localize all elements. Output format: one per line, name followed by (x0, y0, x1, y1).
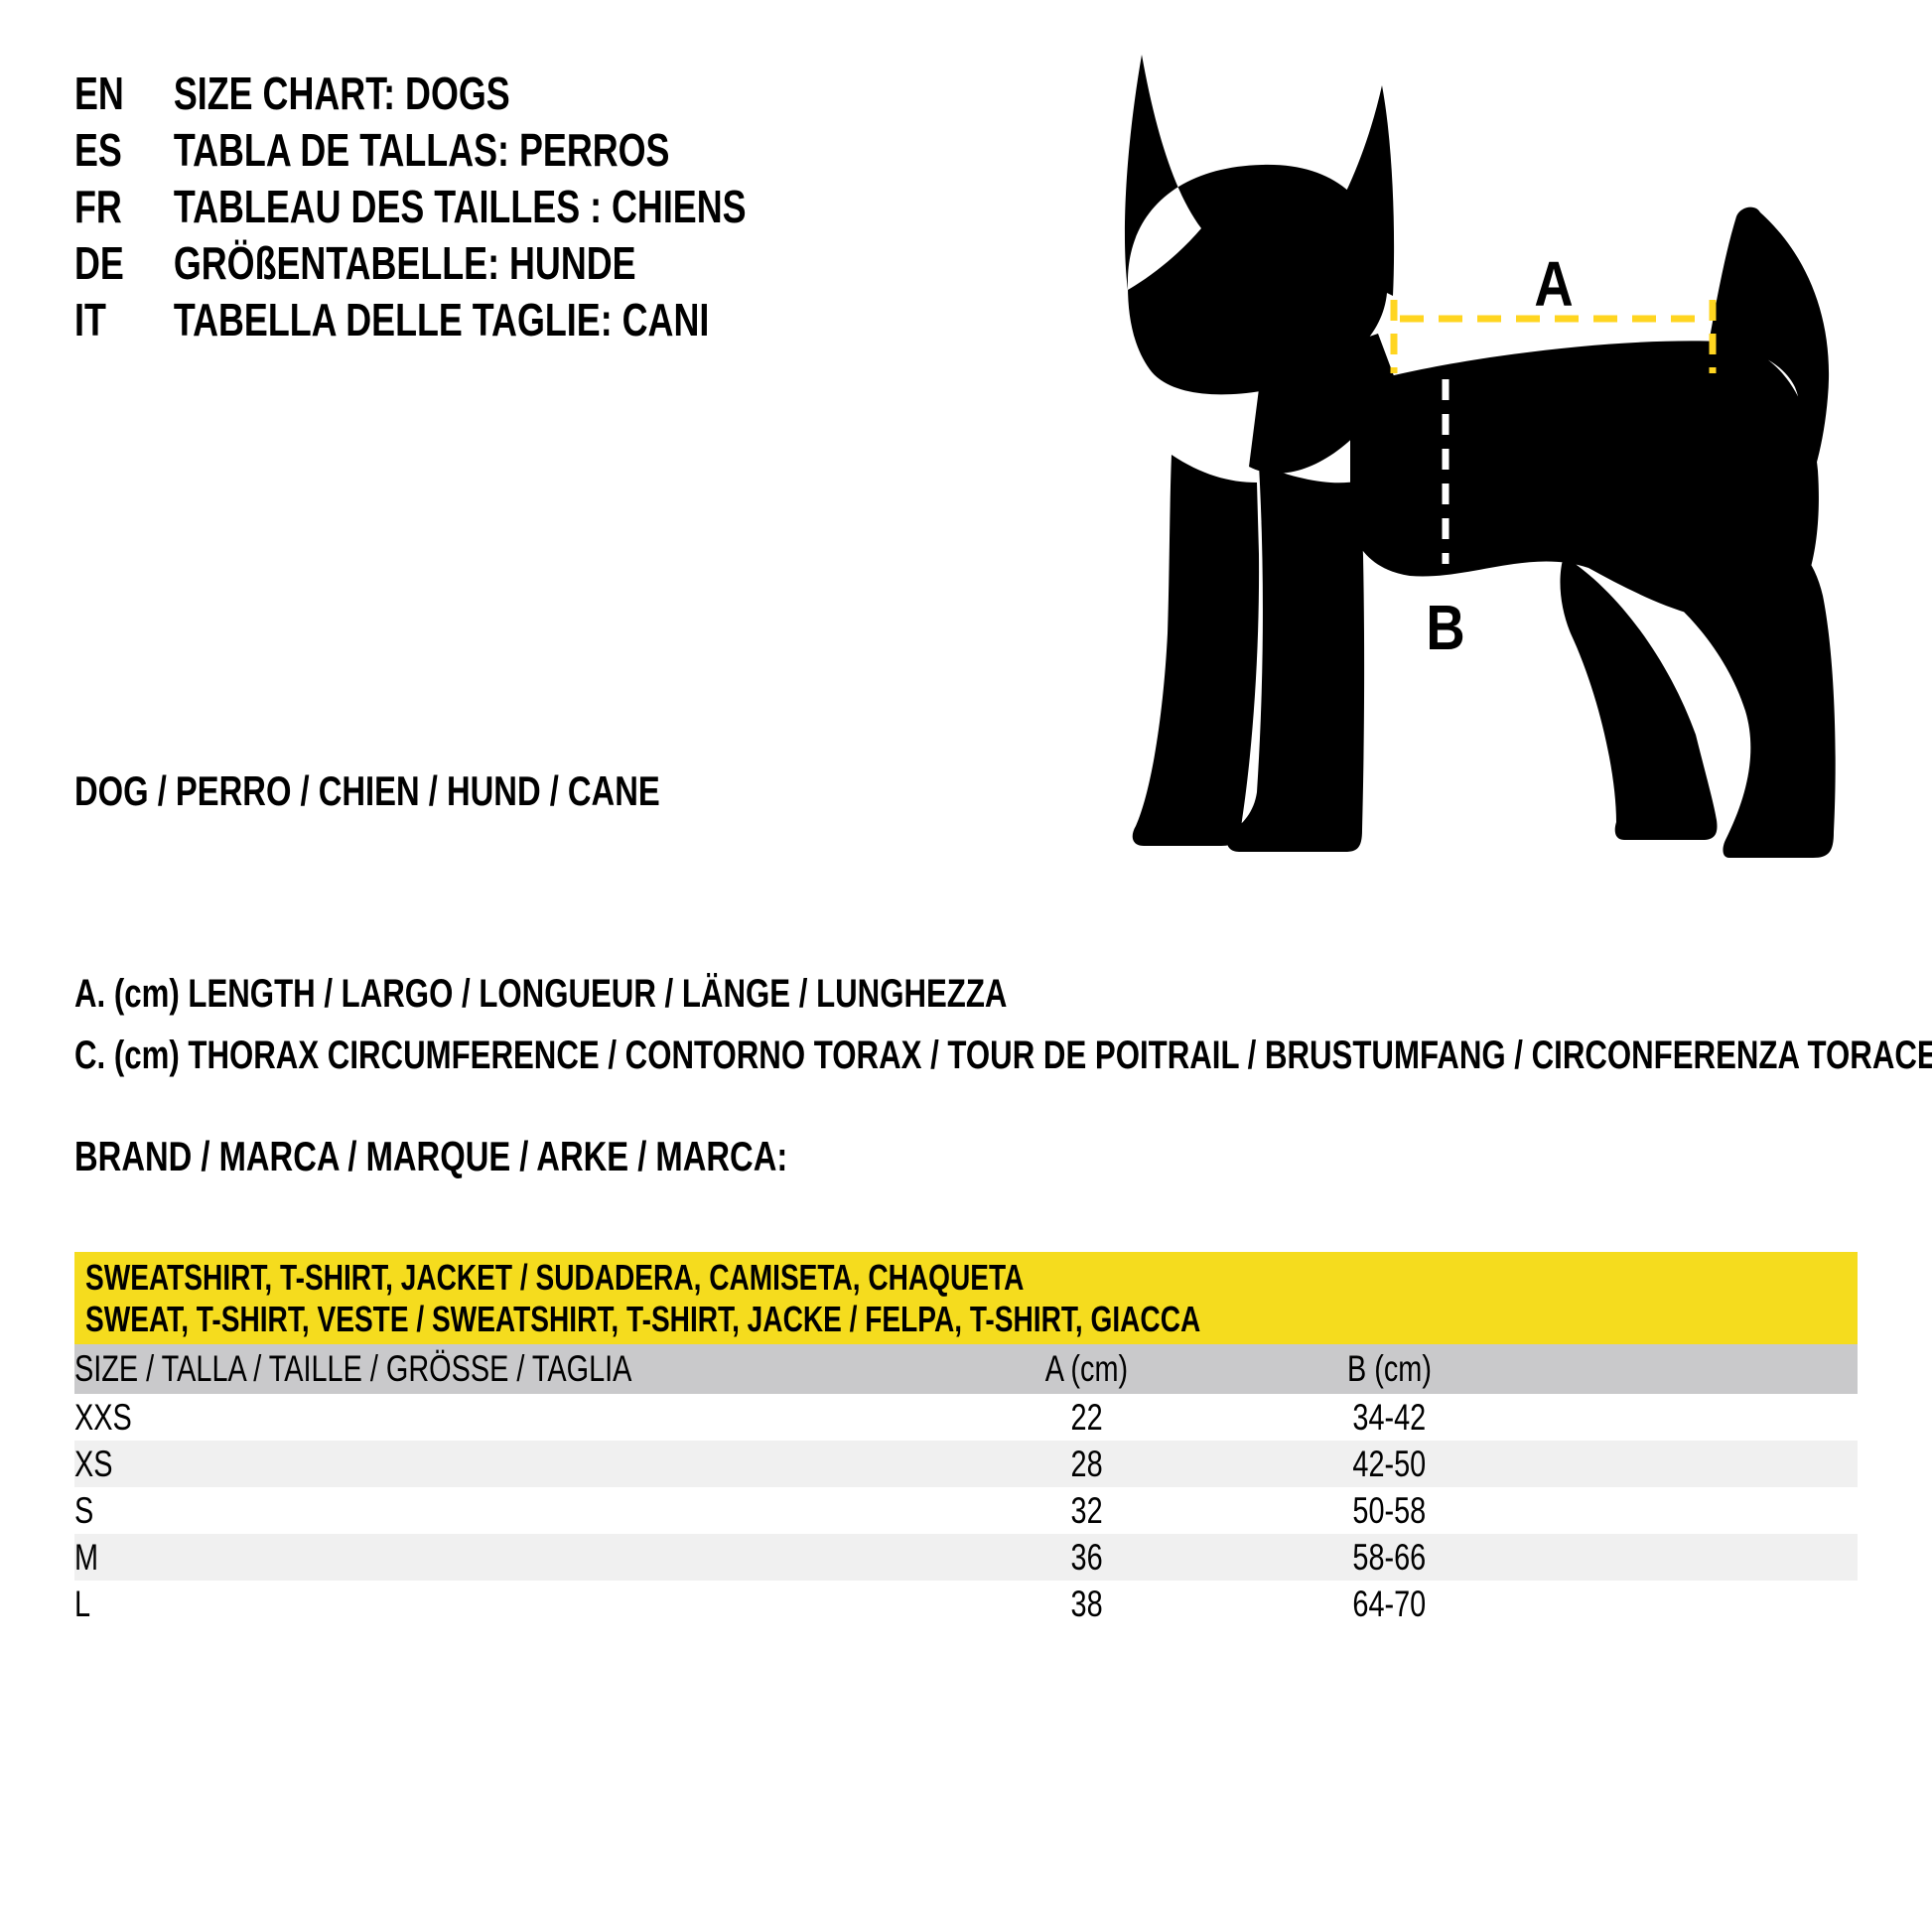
table-row: XS 28 42-50 (74, 1441, 1858, 1487)
a-cell: 36 (1070, 1536, 1103, 1578)
language-code: FR (74, 181, 122, 232)
dog-silhouette-icon: A B (1124, 55, 1836, 858)
language-code: ES (74, 124, 122, 176)
figure-caption: DOG / PERRO / CHIEN / HUND / CANE (74, 767, 660, 814)
a-cell: 38 (1070, 1583, 1103, 1624)
language-row: IT TABELLA DELLE TAGLIE: CANI (74, 292, 935, 348)
legend-line-a: A. (cm) LENGTH / LARGO / LONGUEUR / LÄNG… (74, 972, 1008, 1016)
table-row: L 38 64-70 (74, 1581, 1858, 1627)
header-b-cm: B (cm) (1347, 1348, 1433, 1389)
language-row: DE GRÖßENTABELLE: HUNDE (74, 235, 935, 292)
language-title: TABELLA DELLE TAGLIE: CANI (173, 294, 710, 345)
measure-b-label: B (1426, 592, 1464, 663)
table-row: S 32 50-58 (74, 1487, 1858, 1534)
dog-silhouette-figure: A B (1112, 40, 1847, 869)
legend-line-c: C. (cm) THORAX CIRCUMFERENCE / CONTORNO … (74, 1034, 1932, 1077)
language-row: EN SIZE CHART: DOGS (74, 66, 935, 122)
language-title: GRÖßENTABELLE: HUNDE (173, 237, 636, 289)
dog-silhouette-shape (1124, 55, 1836, 858)
header-spacer (1544, 1344, 1858, 1394)
table-row: XXS 22 34-42 (74, 1394, 1858, 1441)
language-title: SIZE CHART: DOGS (173, 68, 510, 119)
header-a-cm: A (cm) (1044, 1348, 1128, 1389)
brand-line: BRAND / MARCA / MARQUE / ARKE / MARCA: (74, 1133, 788, 1179)
table-header-row: SIZE / TALLA / TAILLE / GRÖSSE / TAGLIA … (74, 1344, 1858, 1394)
language-row: FR TABLEAU DES TAILLES : CHIENS (74, 179, 935, 235)
language-title-list: EN SIZE CHART: DOGS ES TABLA DE TALLAS: PE… (74, 66, 935, 348)
b-cell: 58-66 (1352, 1536, 1427, 1578)
size-cell: XS (74, 1443, 113, 1484)
language-code: EN (74, 68, 124, 119)
language-code: IT (74, 294, 106, 345)
size-cell: L (74, 1583, 91, 1624)
b-cell: 42-50 (1352, 1443, 1427, 1484)
size-cell: M (74, 1536, 99, 1578)
table-row: M 36 58-66 (74, 1534, 1858, 1581)
measure-a-label: A (1534, 248, 1573, 320)
b-cell: 64-70 (1352, 1583, 1427, 1624)
language-title: TABLEAU DES TAILLES : CHIENS (173, 181, 747, 232)
banner-line-2: SWEAT, T-SHIRT, VESTE / SWEATSHIRT, T-SH… (85, 1299, 1201, 1339)
garment-type-banner: SWEATSHIRT, T-SHIRT, JACKET / SUDADERA, … (74, 1252, 1858, 1344)
banner-line-1: SWEATSHIRT, T-SHIRT, JACKET / SUDADERA, … (85, 1257, 1025, 1298)
language-code: DE (74, 237, 124, 289)
a-cell: 22 (1070, 1396, 1103, 1438)
size-cell: XXS (74, 1396, 132, 1438)
b-cell: 34-42 (1352, 1396, 1427, 1438)
language-row: ES TABLA DE TALLAS: PERROS (74, 122, 935, 179)
b-cell: 50-58 (1352, 1489, 1427, 1531)
size-table: SIZE / TALLA / TAILLE / GRÖSSE / TAGLIA … (74, 1344, 1858, 1627)
header-size: SIZE / TALLA / TAILLE / GRÖSSE / TAGLIA (74, 1348, 632, 1389)
size-cell: S (74, 1489, 94, 1531)
a-cell: 28 (1070, 1443, 1103, 1484)
a-cell: 32 (1070, 1489, 1103, 1531)
language-title: TABLA DE TALLAS: PERROS (173, 124, 670, 176)
